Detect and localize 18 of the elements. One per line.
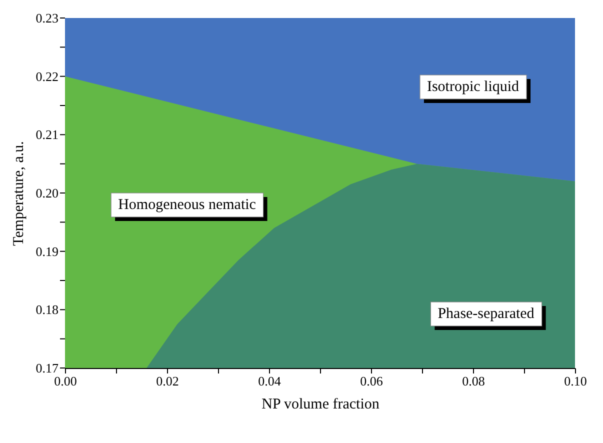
annotation: Isotropic liquid [426,79,520,95]
y-tick-label: 0.23 [36,10,58,26]
y-axis-title: Temperature, a.u. [10,141,27,246]
annotation: Homogeneous nematic [118,197,256,213]
x-axis-title: NP volume fraction [262,396,380,412]
y-tick-label: 0.22 [36,68,58,84]
y-tick-label: 0.19 [36,244,58,259]
x-tick-label: 0.06 [360,374,384,388]
x-tick-label: 0.10 [564,374,587,388]
annotation: Phase-separated [438,306,535,322]
y-tick-label: 0.18 [36,302,58,318]
y-tick-label: 0.20 [36,186,58,200]
x-tick-label: 0.08 [462,374,485,388]
x-tick-label: 0.00 [54,374,77,388]
y-tick-label: 0.21 [36,127,58,142]
x-tick-label: 0.02 [156,374,179,388]
y-tick-label: 0.17 [36,360,59,376]
x-tick-label: 0.04 [258,374,282,388]
